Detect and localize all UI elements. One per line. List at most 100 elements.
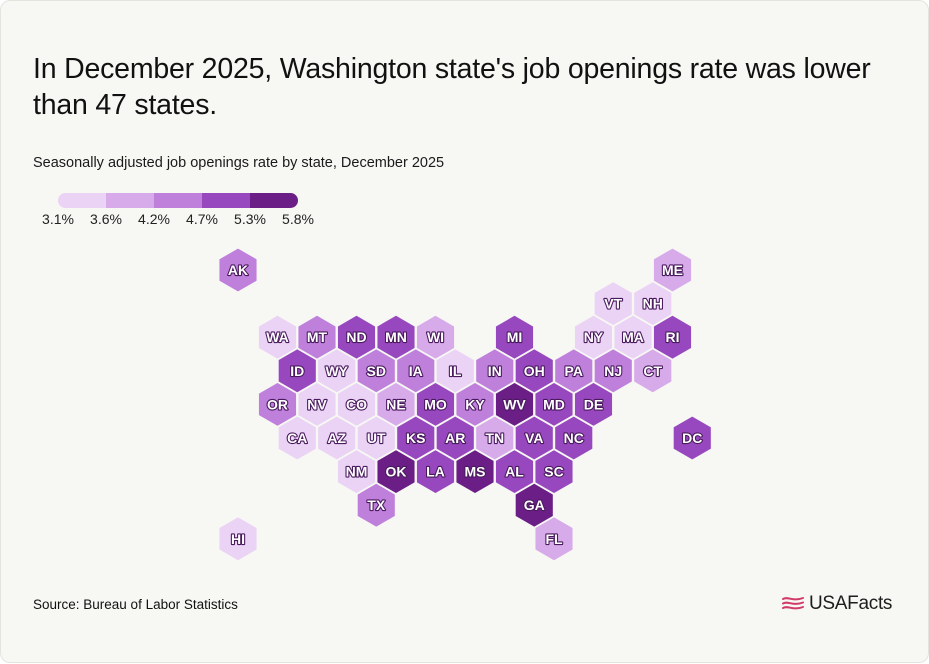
state-label-la: LA [426,464,445,480]
state-tile-ca: CA [277,414,318,462]
state-tile-sd: SD [356,347,397,394]
state-label-me: ME [662,262,683,278]
state-label-co: CO [346,396,367,412]
state-tile-hi: HI [217,515,259,562]
state-label-or: OR [267,396,288,412]
state-tile-mt: MT [296,314,338,361]
state-tile-tx: TX [356,482,397,529]
state-tile-ct: CT [632,347,673,394]
state-tile-mn: MN [375,314,417,361]
state-label-vt: VT [604,296,622,312]
state-label-ga: GA [524,497,545,513]
state-tile-ga: GA [514,482,555,529]
state-hex-ca [277,414,318,462]
legend-label: 3.1% [42,211,74,227]
state-tile-nm: NM [336,448,377,495]
state-tile-dc: DC [672,414,713,462]
state-tile-me: ME [652,246,693,294]
state-tile-mi: MI [494,314,535,361]
state-label-tx: TX [367,497,386,513]
state-label-wa: WA [266,329,289,345]
state-hex-la [415,448,456,495]
source-note: Source: Bureau of Labor Statistics [33,597,238,612]
usafacts-logo: USAFacts [781,593,892,615]
legend-label: 3.6% [90,211,122,227]
state-tile-va: VA [514,414,555,462]
state-label-nj: NJ [604,363,622,379]
state-tile-nj: NJ [593,347,634,394]
state-label-sc: SC [544,464,563,480]
state-hex-ak [217,246,259,294]
legend-label: 4.2% [138,211,170,227]
state-tile-oh: OH [514,347,555,394]
state-label-il: IL [449,363,462,379]
state-label-nh: NH [643,296,663,312]
state-label-ak: AK [228,262,248,278]
state-label-id: ID [290,363,304,379]
state-label-wv: WV [503,396,526,412]
state-label-mi: MI [507,329,523,345]
state-tile-wa: WA [257,314,298,361]
state-label-oh: OH [524,363,545,379]
usafacts-flag-icon [782,597,804,610]
state-tile-wi: WI [415,314,456,361]
state-label-ct: CT [643,363,662,379]
state-label-nc: NC [564,430,584,446]
state-label-ri: RI [666,329,680,345]
legend-swatch-5 [250,193,298,208]
state-tile-co: CO [336,381,377,428]
state-label-mo: MO [424,396,447,412]
state-tile-nh: NH [632,280,673,327]
legend-label: 5.8% [282,211,314,227]
state-label-ok: OK [386,464,407,480]
state-label-ms: MS [465,464,486,480]
logo-text: USAFacts [809,593,893,614]
state-label-ma: MA [622,329,644,345]
state-label-tn: TN [485,430,504,446]
state-label-pa: PA [565,363,583,379]
state-label-az: AZ [327,430,346,446]
state-tile-de: DE [573,381,614,428]
state-hex-tx [356,482,397,529]
state-tile-wy: WY [316,347,357,394]
state-tile-or: OR [257,381,298,428]
state-hex-ct [632,347,673,394]
state-hex-ms [454,448,496,495]
state-label-mn: MN [385,329,407,345]
state-tile-ne: NE [375,381,417,428]
state-label-in: IN [488,363,502,379]
state-label-ca: CA [287,430,307,446]
state-tile-mo: MO [415,381,456,428]
legend-color-bar [58,193,298,208]
legend-labels: 3.1% 3.6% 4.2% 4.7% 5.3% 5.8% [34,211,334,229]
state-label-nm: NM [346,464,368,480]
state-label-va: VA [525,430,543,446]
state-tile-ky: KY [454,381,496,428]
state-hex-hi [217,515,259,562]
legend-swatch-3 [154,193,202,208]
state-tile-ny: NY [573,314,614,361]
state-tile-az: AZ [316,414,357,462]
legend-swatch-1 [58,193,106,208]
state-label-dc: DC [682,430,702,446]
state-hex-dc [672,414,713,462]
state-tile-ak: AK [217,246,259,294]
chart-subtitle: Seasonally adjusted job openings rate by… [33,155,445,171]
state-label-ia: IA [409,363,423,379]
legend-label: 4.7% [186,211,218,227]
legend-swatch-2 [106,193,154,208]
state-label-mt: MT [307,329,328,345]
state-label-ks: KS [406,430,425,446]
state-tile-la: LA [415,448,456,495]
state-hex-fl [533,515,575,562]
state-tile-ri: RI [652,314,693,361]
state-tile-vt: VT [593,280,634,327]
state-label-nv: NV [307,396,327,412]
state-tile-ks: KS [395,414,436,462]
state-label-sd: SD [367,363,386,379]
state-tile-ia: IA [395,347,436,394]
legend-label: 5.3% [234,211,266,227]
state-label-wi: WI [427,329,444,345]
state-label-al: AL [505,464,524,480]
